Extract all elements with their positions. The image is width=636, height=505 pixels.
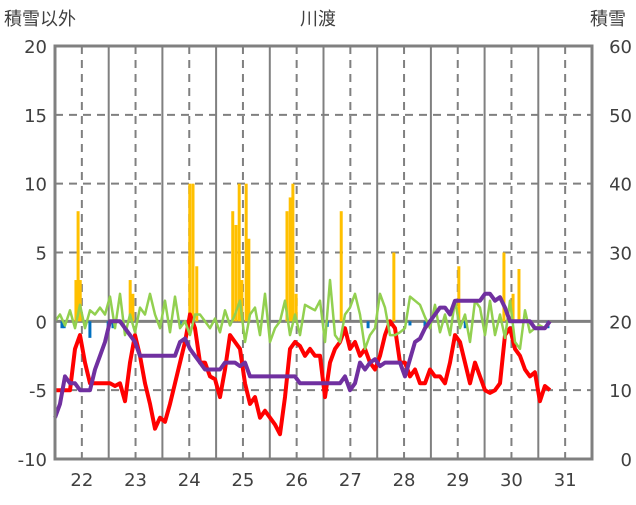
x-tick-label: 28 [393,470,416,491]
orange-bar [392,252,396,322]
green-series-line [53,278,551,351]
orange-bar [131,293,135,322]
orange-bar [234,224,238,322]
right-tick-label: 40 [609,175,632,196]
orange-bar [285,211,289,322]
x-tick-label: 31 [554,470,577,491]
orange-bar [457,266,461,322]
orange-bar [195,266,199,322]
right-tick-label: 30 [609,244,632,265]
left-tick-label: 5 [36,244,47,265]
orange-bar [74,280,78,322]
orange-bar [191,183,195,322]
right-tick-label: 10 [609,381,632,402]
blue-bar [408,321,412,326]
blue-bar [60,321,64,329]
orange-bar [240,280,244,322]
orange-bar [128,280,132,322]
orange-bar [237,183,241,322]
bars [60,183,550,338]
orange-bar [339,211,343,322]
orange-bar [288,197,292,322]
x-tick-label: 27 [339,470,362,491]
blue-bar [111,321,115,329]
orange-bar [502,252,506,322]
left-tick-label: 10 [24,175,47,196]
chart-title: 川渡 [300,9,336,30]
orange-bar [511,293,515,322]
blue-bar [423,321,427,329]
right-tick-label: 0 [621,450,632,471]
x-tick-label: 24 [178,470,201,491]
x-tick-label: 22 [70,470,93,491]
x-tick-label: 23 [124,470,147,491]
purple-series-line [53,291,552,419]
orange-bar [244,183,248,322]
left-tick-label: 20 [24,37,47,58]
orange-bar [517,269,521,322]
blue-bar [463,321,467,329]
orange-bar [247,238,251,322]
left-tick-label: 15 [24,106,47,127]
x-tick-label: 26 [285,470,308,491]
left-tick-label: -10 [18,450,47,471]
x-tick-label: 30 [500,470,523,491]
plot-frame [53,44,594,461]
lines [53,278,552,437]
orange-bar [291,183,295,322]
right-axis-title: 積雪 [590,9,626,30]
left-axis-title: 積雪以外 [4,9,76,30]
blue-bar [88,321,92,338]
ticks: 20 60 15 50 10 40 5 30 0 20 -5 10 -10 0 22 23 24 25 26 27 28… [18,37,632,491]
left-tick-label: -5 [29,381,47,402]
right-tick-label: 20 [609,312,632,333]
right-tick-label: 50 [609,106,632,127]
orange-bar [294,293,298,322]
x-tick-label: 25 [231,470,254,491]
orange-bar [78,280,82,322]
orange-bar [231,211,235,322]
left-tick-label: 0 [36,312,47,333]
blue-bar [366,321,370,329]
orange-bar [188,183,192,322]
right-tick-label: 60 [609,37,632,58]
x-tick-label: 29 [446,470,469,491]
orange-bar [76,211,80,322]
